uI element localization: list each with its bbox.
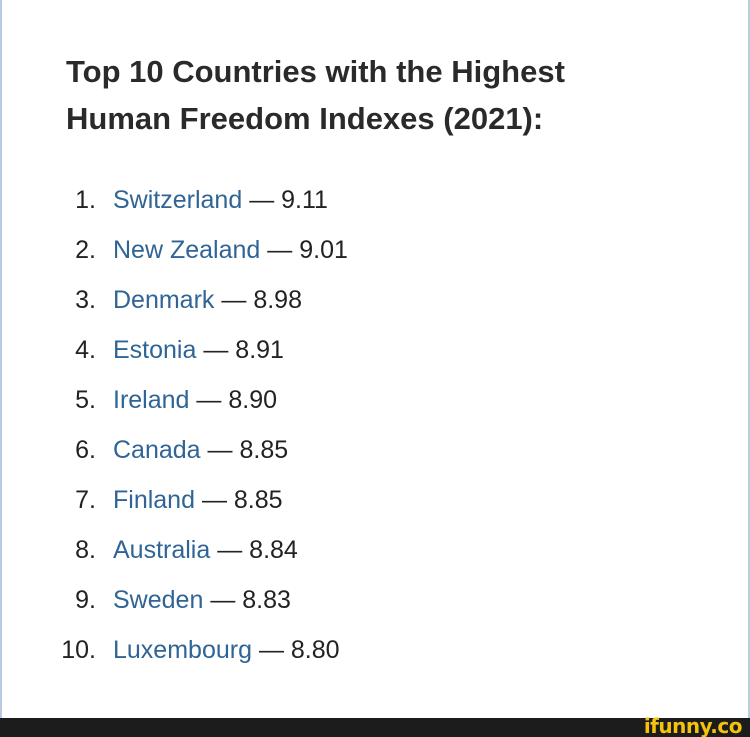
ranking-list: 1. Switzerland — 9.11 2. New Zealand — 9… xyxy=(0,175,750,675)
list-item-content: New Zealand — 9.01 xyxy=(113,225,348,275)
score-value: 8.91 xyxy=(235,336,284,364)
list-item-content: Finland — 8.85 xyxy=(113,475,283,525)
country-link[interactable]: Estonia xyxy=(113,336,197,364)
em-dash-separator: — xyxy=(201,486,234,514)
score-value: 8.80 xyxy=(290,636,340,664)
page-title: Top 10 Countries with the Highest Human … xyxy=(66,48,706,142)
rank-number: 5. xyxy=(75,386,96,414)
score-value: 9.01 xyxy=(299,236,348,264)
em-dash-separator: — xyxy=(196,386,229,414)
list-item: 4. Estonia — 8.91 xyxy=(0,325,750,375)
score-value: 8.98 xyxy=(253,286,302,314)
title-line-2: Human Freedom Indexes (2021): xyxy=(66,101,544,136)
list-item: 3. Denmark — 8.98 xyxy=(0,275,750,325)
list-item: 9. Sweden — 8.83 xyxy=(0,575,750,625)
em-dash-separator: — xyxy=(210,586,243,614)
em-dash-separator: — xyxy=(207,436,240,464)
list-item-content: Ireland — 8.90 xyxy=(113,375,277,425)
rank-number: 3. xyxy=(75,286,96,314)
list-item-content: Australia — 8.84 xyxy=(113,525,298,575)
list-item-content: Switzerland — 9.11 xyxy=(113,175,328,225)
rank-number: 10. xyxy=(61,636,96,664)
list-item-content: Sweden — 8.83 xyxy=(113,575,291,625)
country-link[interactable]: Finland xyxy=(113,486,195,514)
score-value: 8.85 xyxy=(239,436,289,464)
left-border xyxy=(0,0,2,718)
score-value: 8.85 xyxy=(233,486,283,514)
em-dash-separator: — xyxy=(217,536,250,564)
country-link[interactable]: Australia xyxy=(113,536,211,564)
em-dash-separator: — xyxy=(249,186,282,214)
list-item-content: Denmark — 8.98 xyxy=(113,275,302,325)
rank-number: 6. xyxy=(75,436,96,464)
em-dash-separator: — xyxy=(258,636,291,664)
score-value: 8.84 xyxy=(249,536,298,564)
country-link[interactable]: Canada xyxy=(113,436,201,464)
list-item-content: Estonia — 8.91 xyxy=(113,325,284,375)
score-value: 9.11 xyxy=(281,186,328,214)
country-link[interactable]: Luxembourg xyxy=(113,636,252,664)
country-link[interactable]: Sweden xyxy=(113,586,204,614)
title-line-1: Top 10 Countries with the Highest xyxy=(66,54,565,89)
rank-number: 1. xyxy=(75,186,96,214)
em-dash-separator: — xyxy=(267,236,300,264)
list-item: 10. Luxembourg — 8.80 xyxy=(0,625,750,675)
ifunny-watermark: ifunny.co xyxy=(643,714,743,737)
rank-number: 4. xyxy=(75,336,96,364)
list-item: 2. New Zealand — 9.01 xyxy=(0,225,750,275)
score-value: 8.83 xyxy=(242,586,291,614)
list-item: 1. Switzerland — 9.11 xyxy=(0,175,750,225)
footer-bar: ifunny.co xyxy=(0,714,750,737)
list-item: 6. Canada — 8.85 xyxy=(0,425,750,475)
list-item-content: Luxembourg — 8.80 xyxy=(113,625,340,675)
rank-number: 8. xyxy=(75,536,96,564)
rank-number: 2. xyxy=(75,236,96,264)
country-link[interactable]: Ireland xyxy=(113,386,190,414)
list-item-content: Canada — 8.85 xyxy=(113,425,288,475)
country-link[interactable]: Switzerland xyxy=(113,186,243,214)
score-value: 8.90 xyxy=(228,386,278,414)
rank-number: 9. xyxy=(75,586,96,614)
list-item: 7. Finland — 8.85 xyxy=(0,475,750,525)
list-item: 5. Ireland — 8.90 xyxy=(0,375,750,425)
right-border xyxy=(748,0,750,718)
em-dash-separator: — xyxy=(203,336,236,364)
em-dash-separator: — xyxy=(221,286,254,314)
country-link[interactable]: Denmark xyxy=(113,286,215,314)
rank-number: 7. xyxy=(75,486,96,514)
country-link[interactable]: New Zealand xyxy=(113,236,261,264)
list-item: 8. Australia — 8.84 xyxy=(0,525,750,575)
